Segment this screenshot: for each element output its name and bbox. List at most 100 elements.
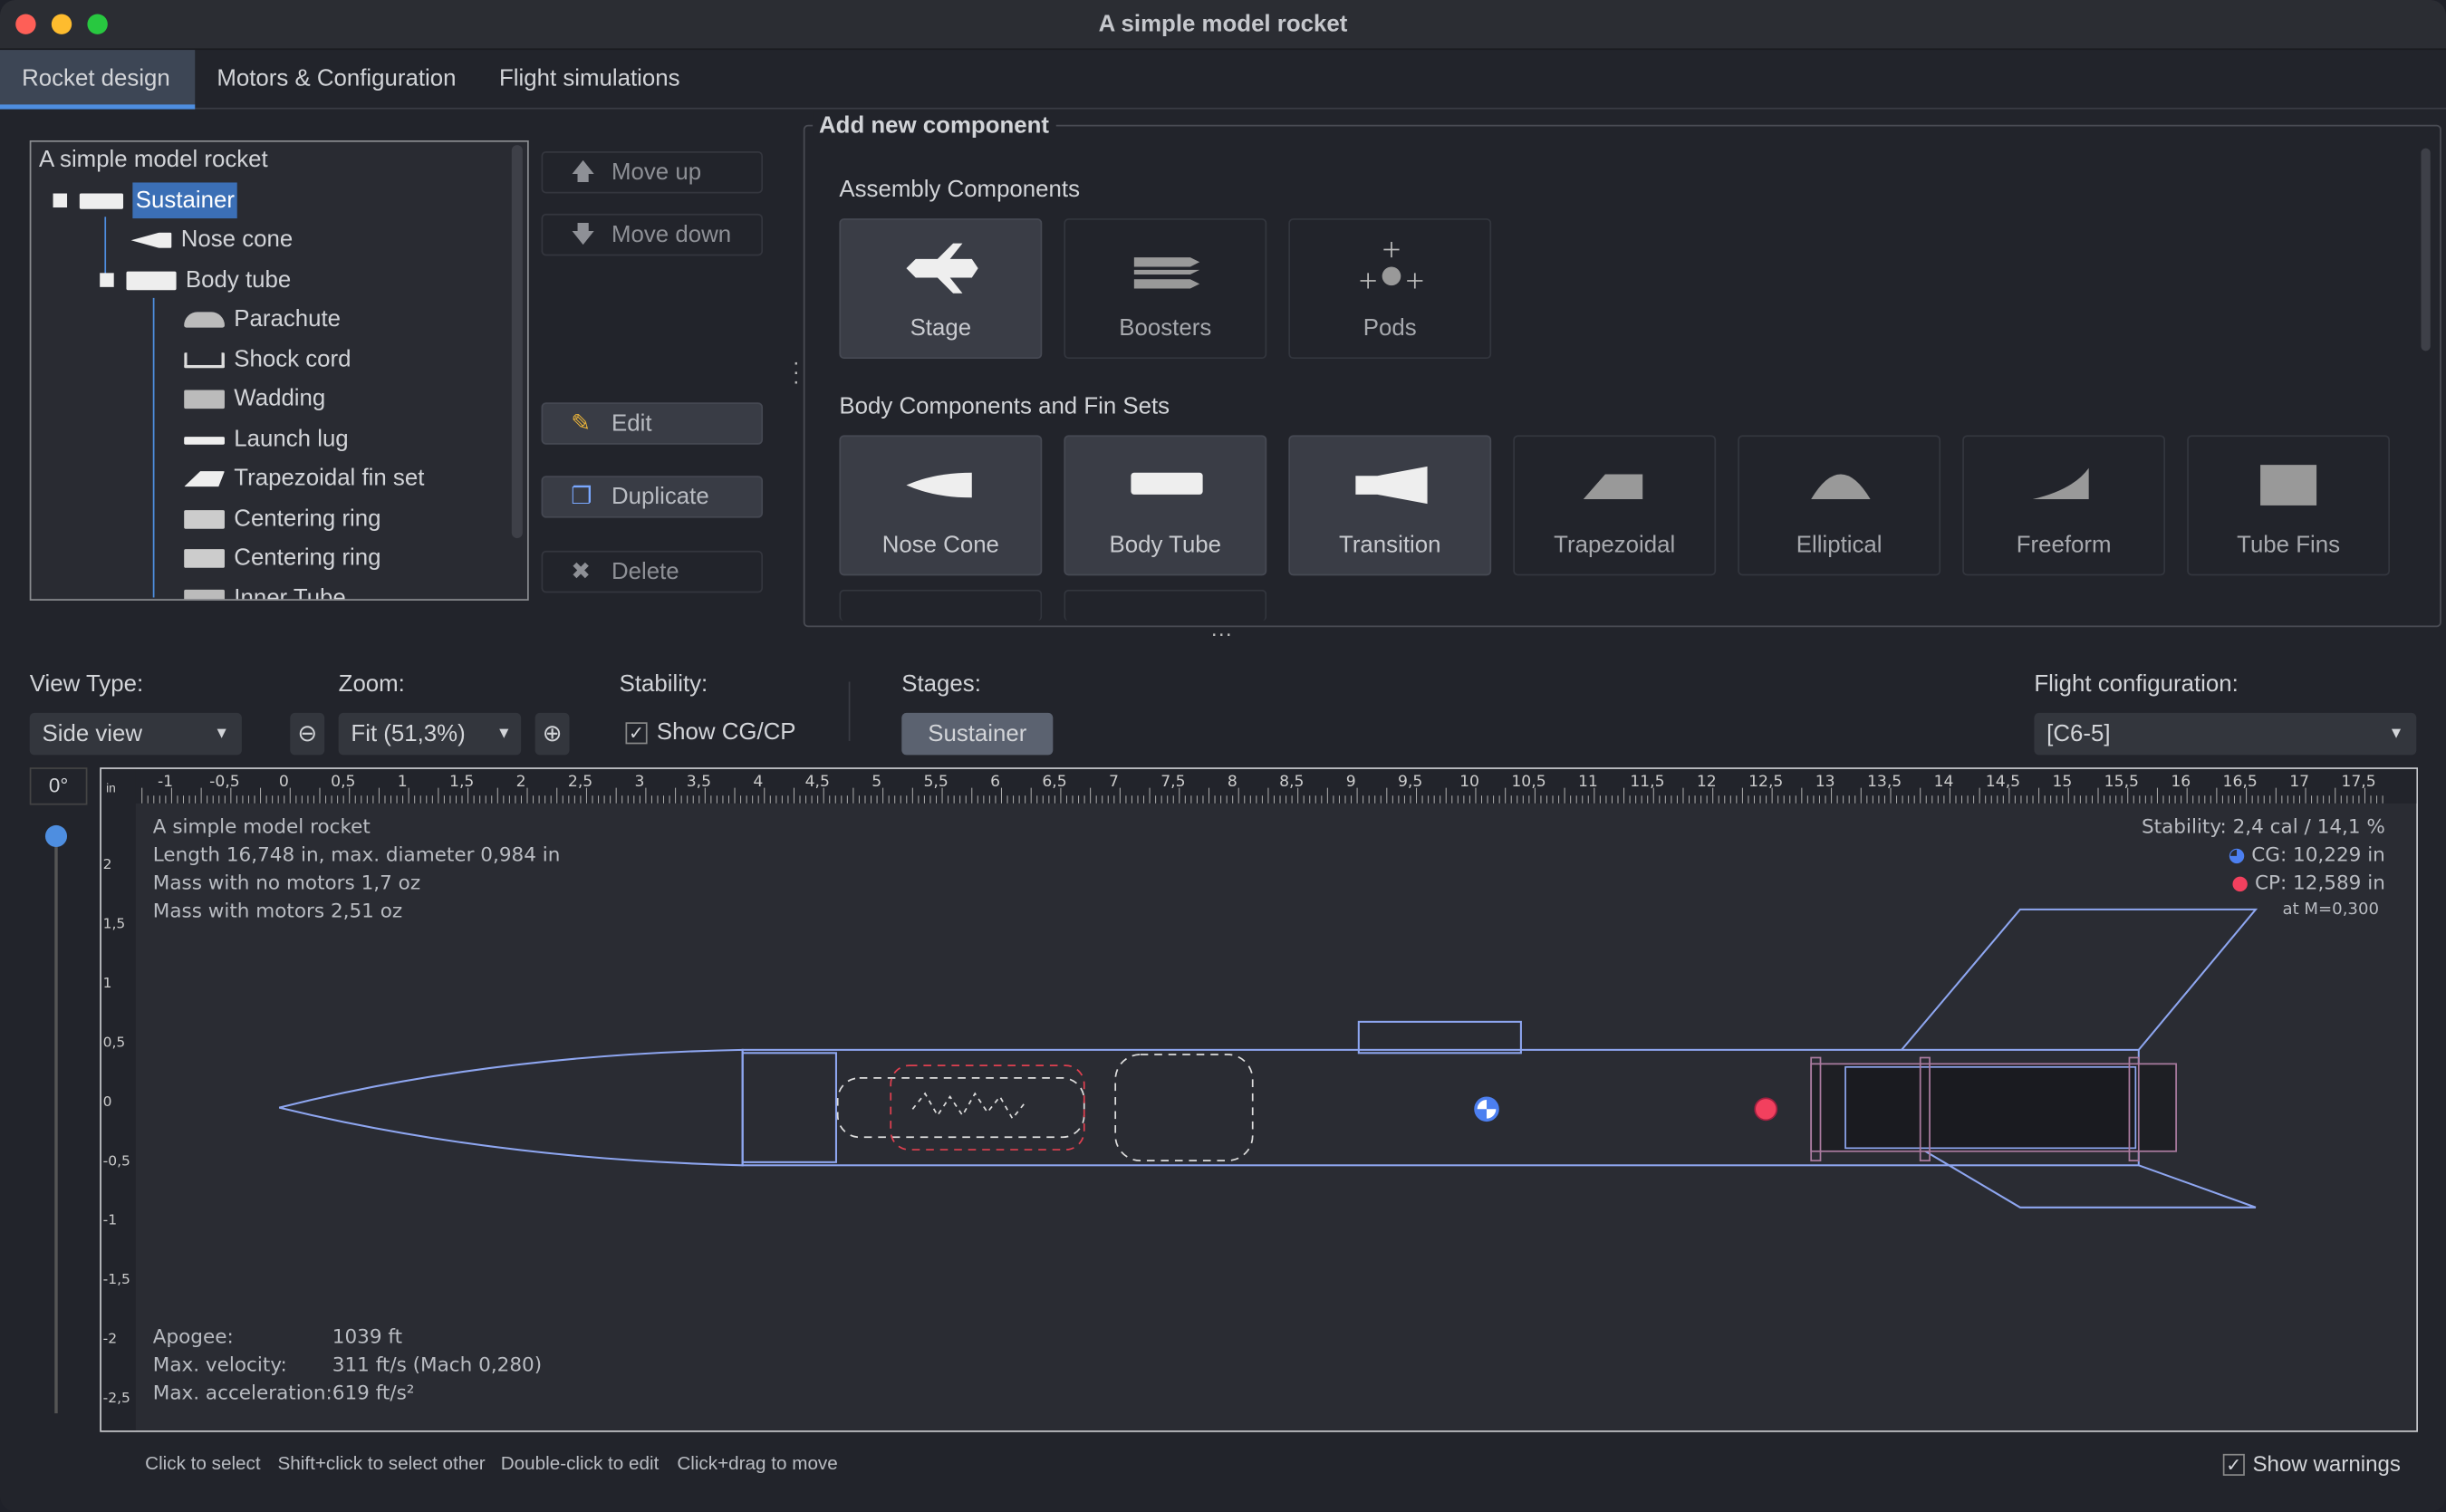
split-handle-icon[interactable]: ···	[792, 349, 800, 393]
tab-rocket-design[interactable]: Rocket design	[0, 50, 196, 110]
zoom-in-icon: ⊕	[542, 720, 563, 747]
body-tube-icon	[1131, 472, 1203, 495]
trapezoidal-fin-button[interactable]: Trapezoidal	[1513, 435, 1717, 576]
tree-item-shock-cord[interactable]: Shock cord	[184, 342, 351, 379]
zoom-out-button[interactable]: ⊖	[290, 712, 325, 756]
add-component-title: Add new component	[813, 111, 1055, 140]
rotation-readout: 0°	[29, 767, 88, 805]
centering-ring-outline	[1919, 1056, 1931, 1161]
tree-item-wadding[interactable]: Wadding	[184, 380, 325, 418]
title-bar: A simple model rocket	[0, 0, 2446, 51]
ruler-label: 10,5	[1511, 773, 1546, 791]
tree-item-sustainer[interactable]: Sustainer	[53, 182, 238, 219]
freeform-fin-button[interactable]: Freeform	[1962, 435, 2166, 576]
centering-ring-outline	[1810, 1056, 1822, 1161]
collapse-icon[interactable]	[53, 193, 68, 208]
edit-button[interactable]: ✎ Edit	[541, 402, 764, 445]
mass-no-motors: Mass with no motors 1,7 oz	[152, 870, 421, 894]
stability-readout: Stability: 2,4 cal / 14,1 %	[2142, 814, 2385, 838]
elliptical-fin-icon	[1811, 474, 1871, 500]
elliptical-fin-button[interactable]: Elliptical	[1738, 435, 1941, 576]
stage-toggle-sustainer[interactable]: Sustainer	[901, 712, 1054, 756]
move-up-button[interactable]: 🡅 Move up	[541, 151, 764, 194]
stage-icon	[906, 243, 978, 294]
inner-tube-outline	[1844, 1065, 2137, 1150]
tree-item-nose-cone[interactable]: Nose cone	[130, 222, 293, 259]
hint-click-drag: Click+drag to move	[677, 1452, 838, 1475]
ruler-label: 3	[635, 773, 645, 791]
ruler-label: 1	[398, 773, 408, 791]
nose-cone-icon	[906, 472, 972, 498]
rotation-slider[interactable]	[54, 833, 58, 1414]
move-down-button[interactable]: 🡇 Move down	[541, 213, 764, 256]
view-type-label: View Type:	[29, 670, 144, 698]
minimize-window-button[interactable]	[51, 14, 72, 34]
launch-lug-icon	[184, 436, 225, 444]
ruler-label: 10	[1459, 773, 1479, 791]
add-panel-scrollbar[interactable]	[2421, 148, 2431, 352]
rocket-length: Length 16,748 in, max. diameter 0,984 in	[152, 842, 561, 866]
ruler-label: -1	[158, 773, 173, 791]
tree-item-centering-ring[interactable]: Centering ring	[184, 540, 381, 577]
show-cgcp-checkbox[interactable]: ✓ Show CG/CP	[625, 719, 796, 746]
tree-item-body-tube[interactable]: Body tube	[100, 262, 291, 299]
zoom-label: Zoom:	[338, 670, 405, 698]
close-window-button[interactable]	[15, 14, 36, 34]
tree-item-inner-tube[interactable]: Inner Tube	[184, 581, 346, 600]
checkbox-checked-icon: ✓	[2222, 1453, 2245, 1476]
collapse-icon[interactable]	[100, 273, 114, 287]
rocket-figure-canvas[interactable]: -1 -0,5 0 0,5 1 1,5 2 2,5 3 3,5 4 4,5 5 5,5 6 6,5 7 7,5 8 8…	[100, 767, 2419, 1432]
tree-root[interactable]: A simple model rocket	[39, 146, 268, 174]
more-component-button[interactable]	[839, 589, 1043, 621]
duplicate-button[interactable]: ❐ Duplicate	[541, 476, 764, 518]
ruler-label: 0	[103, 1093, 112, 1110]
trapezoidal-fin-icon	[1583, 474, 1643, 500]
acceleration-value: 619 ft/s²	[332, 1380, 415, 1404]
nose-cone-button[interactable]: Nose Cone	[839, 435, 1043, 576]
freeform-fin-icon	[2032, 467, 2089, 500]
stages-label: Stages:	[901, 670, 981, 698]
tree-item-parachute[interactable]: Parachute	[184, 301, 341, 338]
body-tube-button[interactable]: Body Tube	[1064, 435, 1267, 576]
ruler-label: 14	[1934, 773, 1954, 791]
delete-button[interactable]: ✖ Delete	[541, 550, 764, 593]
hint-double-click: Double-click to edit	[500, 1452, 660, 1475]
boosters-button[interactable]: Boosters	[1064, 218, 1267, 360]
launch-lug-outline	[1357, 1020, 1522, 1055]
centering-ring-icon	[184, 549, 225, 568]
pods-button[interactable]: Pods	[1288, 218, 1492, 360]
rotation-slider-handle[interactable]	[44, 824, 68, 848]
tube-fins-icon	[2260, 465, 2317, 506]
fin-set-icon	[184, 471, 225, 487]
pods-icon	[1360, 241, 1423, 289]
tree-item-trapezoidal-fin-set[interactable]: Trapezoidal fin set	[184, 460, 424, 497]
tab-motors-configuration[interactable]: Motors & Configuration	[217, 65, 457, 92]
tab-flight-simulations[interactable]: Flight simulations	[499, 65, 680, 92]
zoom-in-button[interactable]: ⊕	[534, 712, 570, 756]
flight-config-select[interactable]: [C6-5] ▼	[2034, 712, 2417, 756]
maximize-window-button[interactable]	[87, 14, 108, 34]
tree-item-launch-lug[interactable]: Launch lug	[184, 421, 349, 458]
boosters-icon	[1133, 257, 1200, 289]
ruler-label: 7	[1109, 773, 1119, 791]
ruler-label: 7,5	[1160, 773, 1185, 791]
more-component-button[interactable]	[1064, 589, 1267, 621]
cg-readout: ◕ CG: 10,229 in	[2228, 842, 2385, 866]
component-tree[interactable]: A simple model rocket Sustainer Nose con…	[29, 140, 529, 601]
view-type-select[interactable]: Side view ▼	[29, 712, 242, 756]
ruler-label: 15,5	[2104, 773, 2139, 791]
show-warnings-checkbox[interactable]: ✓ Show warnings	[2222, 1450, 2401, 1476]
stage-button[interactable]: Stage	[839, 218, 1043, 360]
zoom-select[interactable]: Fit (51,3%) ▼	[338, 712, 522, 756]
tube-fins-button[interactable]: Tube Fins	[2187, 435, 2391, 576]
stability-label: Stability:	[619, 670, 708, 698]
tree-item-centering-ring[interactable]: Centering ring	[184, 501, 381, 538]
split-handle-icon[interactable]: ···	[1210, 621, 1233, 646]
horizontal-ruler	[101, 768, 2417, 804]
stage-icon	[79, 193, 124, 209]
transition-button[interactable]: Transition	[1288, 435, 1492, 576]
ruler-label: 12,5	[1748, 773, 1783, 791]
ruler-label: -0,5	[209, 773, 240, 791]
tree-scrollbar[interactable]	[511, 145, 523, 539]
wadding-outline	[1114, 1054, 1254, 1161]
